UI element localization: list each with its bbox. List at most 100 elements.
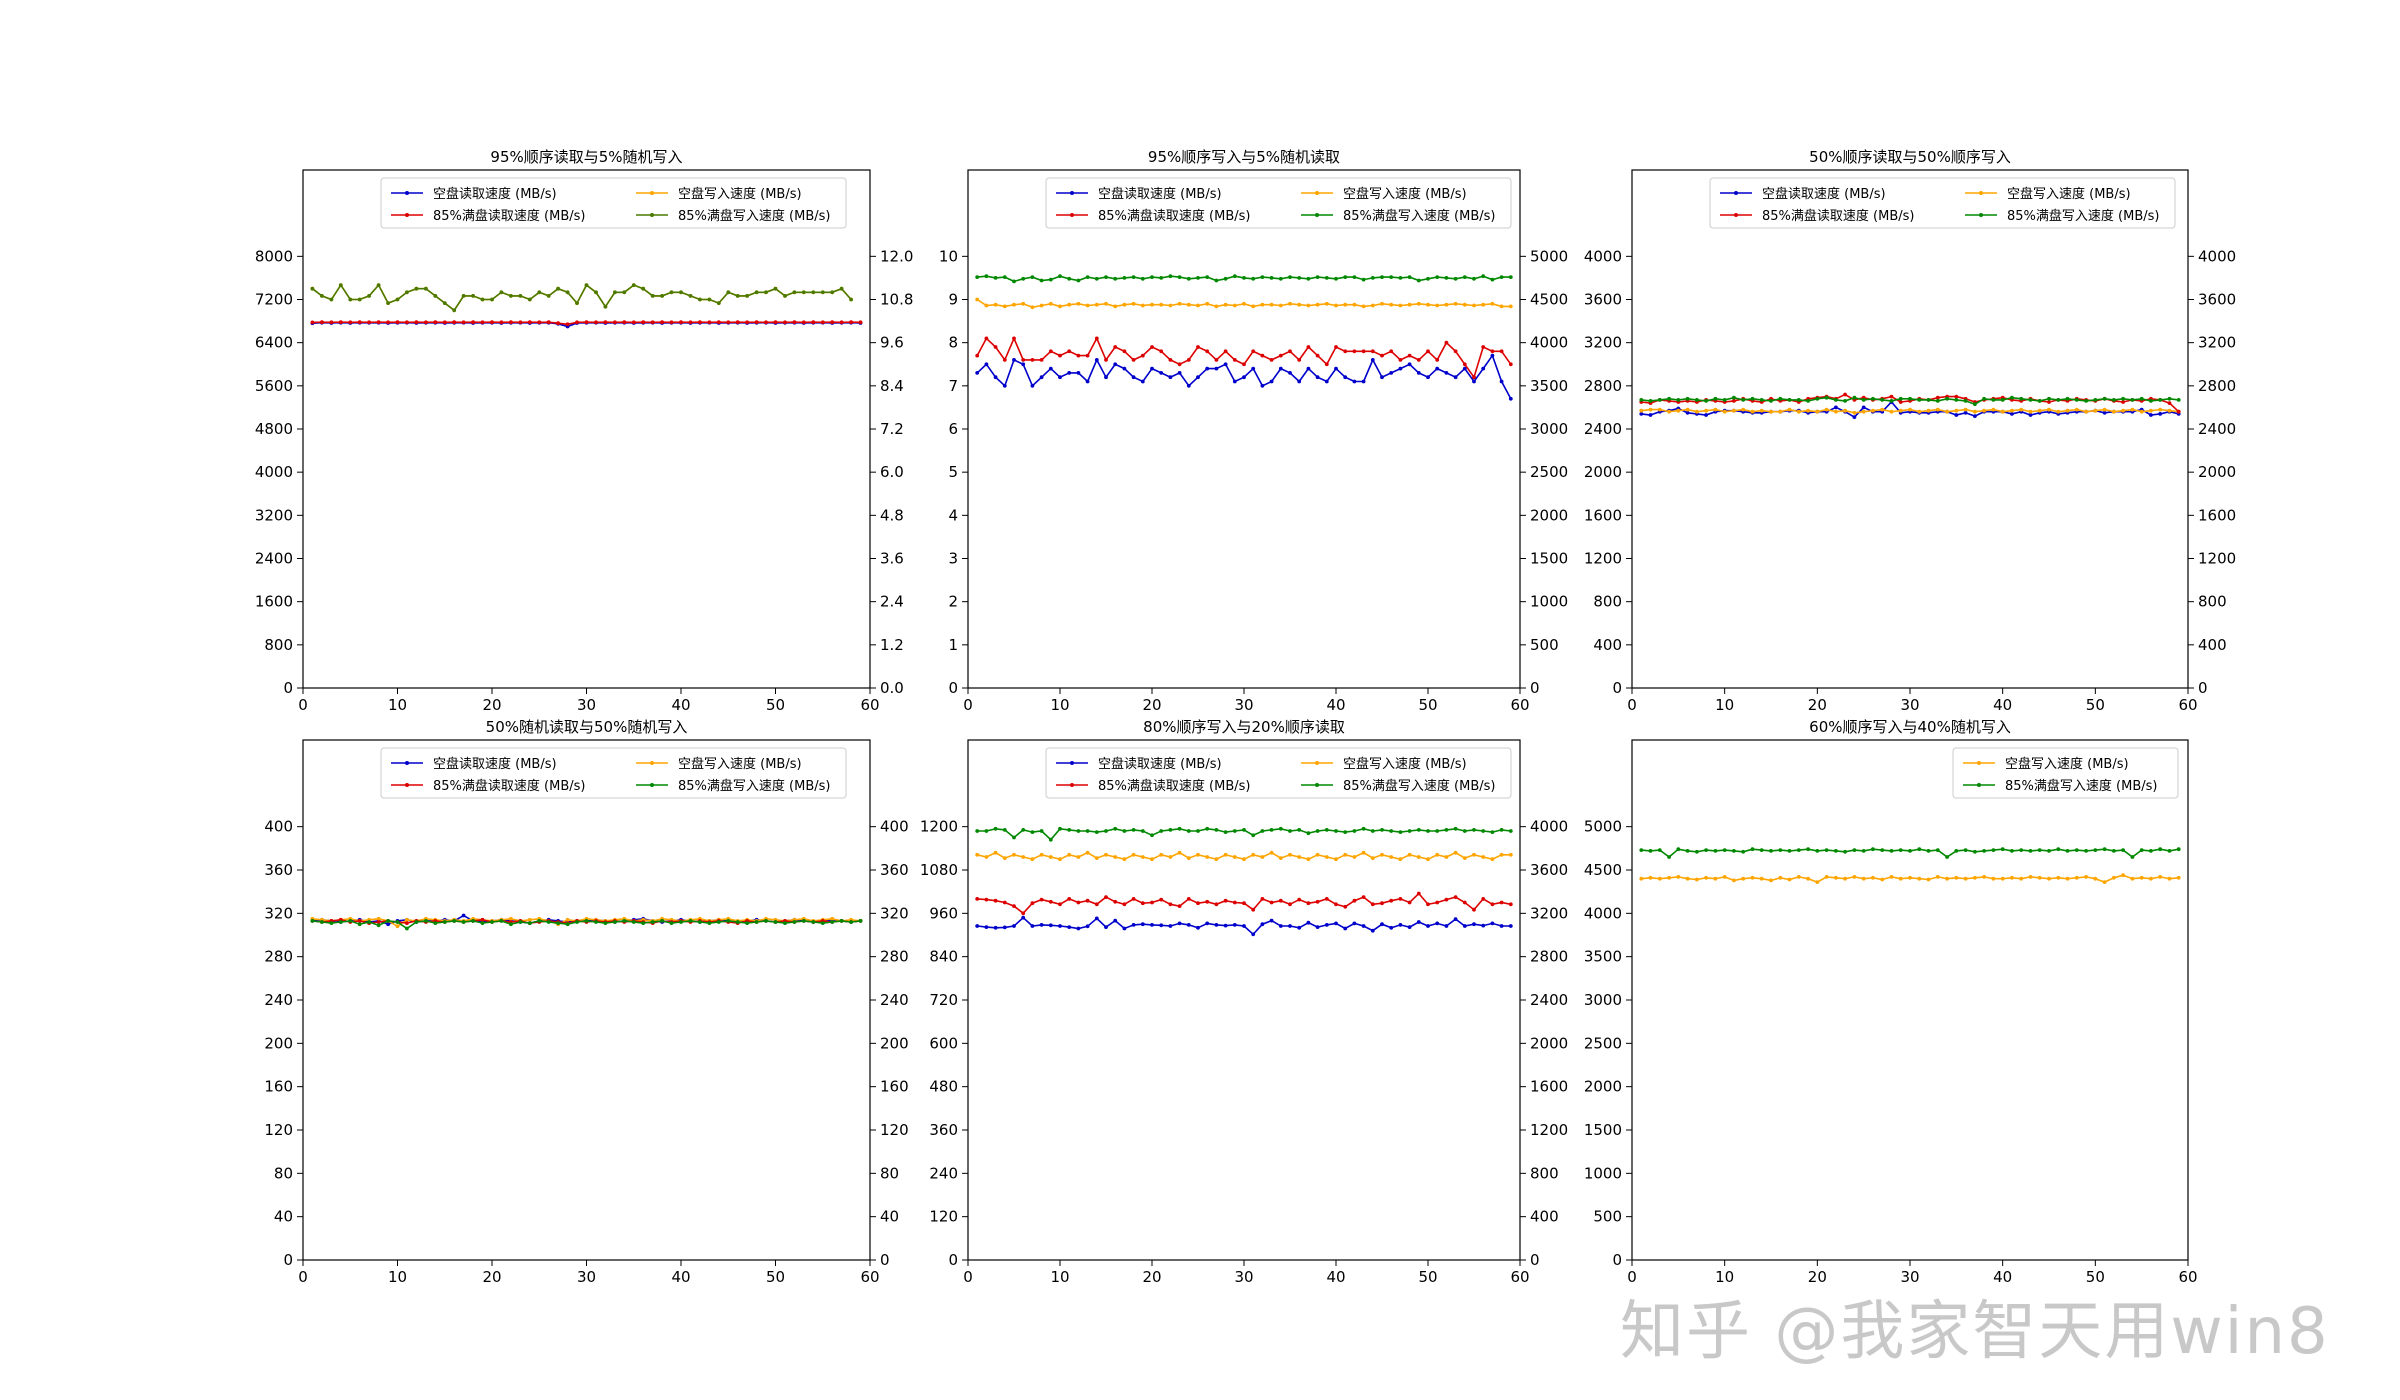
data-point-empty_write — [1490, 301, 1495, 306]
data-point-empty_write — [1508, 852, 1513, 857]
data-point-full_write — [1945, 396, 1949, 401]
x-tick-label: 0 — [1627, 696, 1637, 714]
plot-area — [302, 739, 871, 1261]
data-point-full_write — [357, 297, 362, 302]
data-point-empty_read — [1076, 371, 1081, 375]
data-point-full_write — [1908, 396, 1912, 401]
data-point-empty_write — [1843, 408, 1847, 413]
data-point-empty_read — [1177, 371, 1182, 375]
legend-label-full_read: 85%满盘读取速度 (MB/s) — [433, 778, 585, 794]
data-point-full_write — [1324, 276, 1329, 280]
data-point-empty_write — [1806, 876, 1810, 881]
data-point-full_write — [499, 919, 504, 923]
y-tick-label: 600 — [929, 1034, 958, 1052]
data-point-full_write — [1343, 275, 1348, 279]
data-point-full_write — [1741, 849, 1746, 854]
y2-tick-label: 2000 — [1530, 506, 1568, 524]
data-point-full_read — [641, 320, 646, 325]
data-point-empty_write — [1462, 302, 1467, 307]
x-tick-label: 20 — [482, 1268, 501, 1286]
data-point-full_write — [1462, 275, 1467, 279]
data-point-full_write — [1306, 276, 1311, 281]
data-point-full_write — [2074, 398, 2079, 402]
data-point-empty_write — [1076, 855, 1081, 859]
data-point-full_read — [1499, 349, 1504, 354]
y-tick-label: 120 — [264, 1121, 293, 1139]
data-point-full_write — [414, 920, 419, 924]
data-point-full_write — [1223, 276, 1228, 281]
data-point-empty_write — [1361, 304, 1366, 309]
y-tick-label: 480 — [929, 1078, 958, 1096]
data-point-empty_read — [1639, 412, 1644, 416]
y-tick-label: 3600 — [1584, 291, 1622, 309]
data-point-empty_write — [975, 297, 980, 302]
data-point-full_write — [1722, 398, 1727, 402]
data-point-full_write — [1898, 848, 1903, 852]
data-point-full_write — [1806, 399, 1810, 403]
y2-tick-label: 800 — [2198, 593, 2227, 611]
data-point-empty_read — [2158, 412, 2163, 416]
data-point-full_read — [622, 320, 627, 325]
data-point-full_read — [1094, 336, 1099, 341]
data-point-full_write — [1058, 274, 1062, 279]
data-point-empty_read — [1435, 366, 1440, 371]
y2-tick-label: 1600 — [1530, 1078, 1568, 1096]
data-point-empty_write — [1685, 876, 1690, 881]
data-point-empty_write — [1852, 410, 1857, 415]
data-point-full_write — [1843, 399, 1847, 403]
data-point-empty_write — [1815, 409, 1820, 414]
data-point-full_write — [1695, 398, 1699, 402]
data-point-empty_write — [1508, 304, 1513, 309]
data-point-full_write — [641, 286, 646, 291]
plot-area — [1631, 169, 2189, 689]
data-point-empty_read — [1343, 926, 1348, 931]
data-point-full_write — [2093, 848, 2098, 852]
data-point-full_write — [461, 920, 466, 924]
data-point-empty_write — [1315, 302, 1320, 307]
data-point-empty_write — [1398, 303, 1403, 308]
data-point-full_write — [754, 920, 759, 924]
data-point-full_read — [1076, 353, 1081, 358]
legend-marker-empty_write — [1979, 191, 1983, 195]
data-point-empty_write — [1232, 303, 1237, 308]
data-point-full_write — [1889, 849, 1894, 853]
data-point-empty_read — [1334, 921, 1338, 926]
data-point-empty_write — [1639, 408, 1644, 413]
data-point-empty_read — [1334, 366, 1338, 371]
data-point-empty_write — [1315, 852, 1320, 857]
legend-label-full_write: 85%满盘写入速度 (MB/s) — [2005, 778, 2157, 794]
data-point-empty_write — [1954, 875, 1959, 880]
data-point-full_write — [2019, 848, 2024, 852]
data-point-full_read — [405, 921, 409, 925]
data-point-full_read — [1380, 353, 1384, 358]
y-tick-label: 3000 — [1584, 991, 1622, 1009]
data-point-empty_write — [1361, 850, 1366, 855]
data-point-empty_write — [1732, 408, 1736, 413]
data-point-empty_read — [1223, 923, 1228, 928]
y-tick-label: 2 — [948, 593, 958, 611]
y-tick-label: 1600 — [1584, 506, 1622, 524]
x-tick-label: 50 — [1418, 1268, 1437, 1286]
y2-tick-label: 3600 — [2198, 291, 2236, 309]
y-tick-label: 2400 — [1584, 420, 1622, 438]
data-point-empty_read — [1067, 371, 1072, 375]
data-point-full_write — [1750, 847, 1755, 852]
y-tick-label: 4000 — [1584, 247, 1622, 265]
data-point-full_read — [811, 320, 816, 325]
data-point-empty_write — [1076, 301, 1081, 306]
data-point-full_write — [650, 294, 655, 298]
data-point-empty_read — [1113, 362, 1118, 367]
y2-tick-label: 8.4 — [880, 377, 904, 395]
data-point-full_write — [1982, 849, 1986, 853]
data-point-empty_write — [1908, 875, 1912, 880]
data-point-full_read — [1361, 895, 1366, 899]
y-tick-label: 400 — [1593, 636, 1622, 654]
data-point-full_read — [764, 320, 768, 325]
y-tick-label: 840 — [929, 948, 958, 966]
data-point-full_read — [839, 320, 844, 325]
data-point-full_write — [310, 919, 315, 923]
y2-tick-label: 12.0 — [880, 247, 913, 265]
y2-tick-label: 120 — [880, 1121, 909, 1139]
legend-label-empty_write: 空盘写入速度 (MB/s) — [2007, 186, 2131, 202]
